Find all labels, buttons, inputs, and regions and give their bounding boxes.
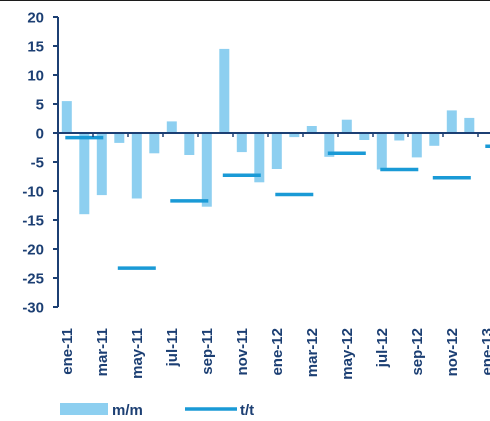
bar-mm-feb-11	[79, 133, 90, 215]
bar-mm-oct-11	[219, 48, 230, 133]
x-tick-label: mar-12	[304, 328, 321, 377]
x-tick-labels: ene-11 mar-11 may-11 jul-11 sep-11 nov-11 ene-…	[59, 328, 490, 380]
bar-mm-ago-12	[394, 133, 405, 141]
bar-mm-jun-11	[149, 133, 160, 154]
bar-mm-nov-11	[236, 133, 247, 153]
x-tick-label: may-11	[129, 328, 146, 379]
bar-mm-dic-12	[464, 117, 475, 133]
bar-mm-abr-11	[114, 133, 125, 143]
bar-mm-ene-11	[61, 101, 72, 133]
bar-mm-ago-11	[184, 133, 195, 155]
legend-swatch-mm	[60, 403, 108, 415]
bar-mm-oct-12	[429, 133, 440, 146]
y-tick-label: -10	[22, 184, 44, 201]
legend-label-tt: t/t	[240, 402, 254, 419]
bar-mm-mar-12	[306, 126, 317, 133]
bar-mm-abr-12	[324, 133, 335, 157]
bar-mm-dic-11	[254, 133, 265, 183]
y-tick-label: -15	[22, 213, 44, 230]
bar-mm-may-11	[131, 133, 142, 199]
x-tick-label: may-12	[339, 328, 356, 380]
bar-mm-sep-11	[201, 133, 212, 207]
y-tick-label: 10	[27, 68, 44, 85]
bar-mm-sep-12	[411, 133, 422, 158]
legend-label-mm: m/m	[112, 402, 143, 419]
bar-mm-feb-12	[289, 133, 300, 138]
x-tick-label: ene-13	[479, 328, 490, 376]
bar-mm-jun-12	[359, 133, 370, 140]
y-tick-labels: 20 15 10 5 0 -5 -10 -15 -20 -25 -30	[22, 10, 44, 317]
legend: m/m t/t	[60, 402, 254, 419]
bars-layer	[61, 48, 475, 215]
bar-mm-jul-11	[166, 121, 177, 133]
y-tick-label: 15	[27, 39, 44, 56]
y-tick-label: -20	[22, 242, 44, 259]
y-tick-label: -30	[22, 300, 44, 317]
x-tick-label: jul-12	[374, 328, 391, 368]
x-tick-label: sep-12	[409, 328, 426, 376]
y-tick-label: 0	[36, 126, 44, 143]
axes-layer	[53, 16, 490, 308]
x-tick-label: nov-11	[234, 328, 251, 376]
tt-series-layer	[65, 135, 490, 270]
bar-mm-jul-12	[376, 133, 387, 170]
x-tick-label: ene-12	[269, 328, 286, 376]
x-tick-label: jul-11	[164, 328, 181, 367]
bar-mm-nov-12	[446, 110, 457, 133]
x-tick-label: mar-11	[94, 328, 111, 376]
bar-mm-may-12	[341, 119, 352, 133]
y-tick-label: 20	[27, 10, 44, 27]
y-tick-label: -5	[31, 155, 44, 172]
y-tick-label: -25	[22, 271, 44, 288]
x-tick-label: ene-11	[59, 328, 76, 375]
bar-mm-ene-12	[271, 133, 282, 169]
y-tick-label: 5	[36, 97, 44, 114]
x-tick-label: nov-12	[444, 328, 461, 376]
x-tick-label: sep-11	[199, 328, 216, 375]
bar-mm-mar-11	[96, 133, 107, 196]
